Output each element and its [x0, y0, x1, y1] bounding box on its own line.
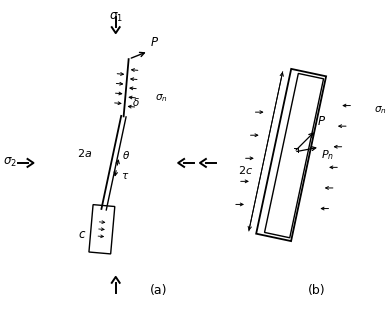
Text: (b): (b) — [308, 284, 326, 297]
Text: $\tau$: $\tau$ — [121, 171, 129, 181]
Text: $P$: $P$ — [151, 36, 160, 49]
Text: $P$: $P$ — [317, 115, 326, 128]
Text: $c$: $c$ — [78, 228, 86, 241]
Text: $\sigma_n$: $\sigma_n$ — [155, 93, 168, 104]
Text: $\sigma_2$: $\sigma_2$ — [3, 156, 17, 169]
Text: $2c$: $2c$ — [238, 164, 253, 176]
Text: $2a$: $2a$ — [77, 147, 92, 159]
Text: $P_n$: $P_n$ — [321, 148, 334, 162]
Text: $\sigma_n$: $\sigma_n$ — [374, 104, 387, 116]
Text: $\theta$: $\theta$ — [122, 149, 130, 161]
Text: (a): (a) — [150, 284, 167, 297]
Text: $\sigma_1$: $\sigma_1$ — [109, 11, 123, 24]
Text: $\delta$: $\delta$ — [131, 95, 140, 108]
